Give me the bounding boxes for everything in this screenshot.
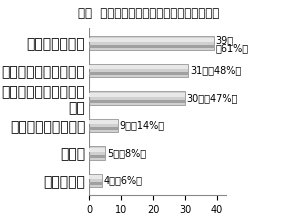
Bar: [89, 37, 214, 42]
Bar: [89, 127, 118, 130]
Text: 5人（8%）: 5人（8%）: [107, 148, 146, 158]
Bar: [89, 120, 118, 124]
Text: 31人（48%）: 31人（48%）: [190, 65, 241, 75]
Bar: [89, 65, 188, 69]
Bar: [89, 64, 188, 77]
Bar: [89, 146, 105, 160]
Text: 4人（6%）: 4人（6%）: [104, 175, 143, 185]
Bar: [89, 91, 185, 105]
Bar: [89, 148, 105, 152]
Text: （61%）: （61%）: [215, 43, 249, 53]
Bar: [89, 93, 185, 97]
Text: 9人（14%）: 9人（14%）: [120, 120, 165, 131]
Bar: [89, 44, 214, 48]
Bar: [89, 72, 188, 75]
Bar: [89, 100, 185, 103]
Bar: [89, 36, 214, 50]
Text: 39人: 39人: [215, 35, 233, 45]
Text: 図３  減収時の医療機関の影響（複数回答）: 図３ 減収時の医療機関の影響（複数回答）: [78, 7, 220, 19]
Bar: [89, 182, 102, 185]
Bar: [89, 175, 102, 179]
Bar: [89, 174, 102, 187]
Bar: [89, 155, 105, 158]
Text: 30人（47%）: 30人（47%）: [187, 93, 238, 103]
Bar: [89, 118, 118, 132]
